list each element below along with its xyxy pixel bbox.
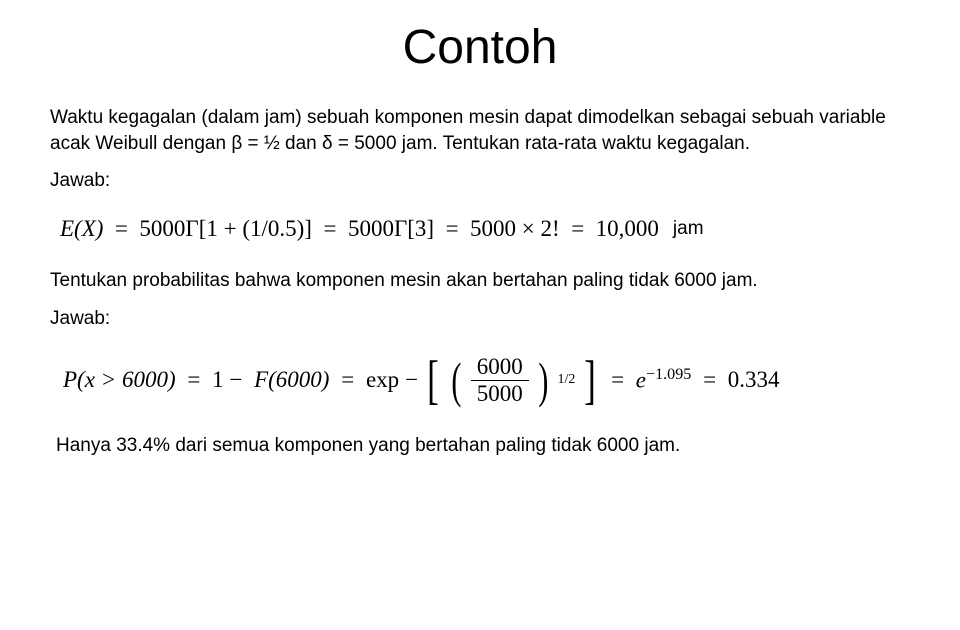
right-bracket-icon: ] [584,353,596,407]
equation-2: P(x > 6000) = 1 − F(6000) = exp − [ ( 60… [60,353,910,407]
answer-label-1: Jawab: [50,168,910,194]
eq2-lhs: P(x > 6000) [63,367,176,393]
conclusion-text: Hanya 33.4% dari semua komponen yang ber… [56,433,910,459]
problem-1-text: Waktu kegagalan (dalam jam) sebuah kompo… [50,105,910,156]
equation-1-expr: E(X) = 5000Γ[1 + (1/0.5)] = 5000Γ[3] = 5… [60,216,659,242]
left-paren-icon: ( [451,355,461,405]
right-paren-icon: ) [538,355,548,405]
eq1-part1-bracket: [1 + (1/0.5)] [199,216,312,241]
equation-1: E(X) = 5000Γ[1 + (1/0.5)] = 5000Γ[3] = 5… [60,216,910,242]
slide: Contoh Waktu kegagalan (dalam jam) sebua… [0,0,960,630]
eq2-frac-den: 5000 [471,380,529,407]
answer-label-2: Jawab: [50,306,910,332]
eq2-exp: exp [366,367,399,393]
eq1-part1-coef: 5000Γ [139,216,198,241]
eq1-result: 10,000 [596,216,659,241]
eq1-unit: jam [673,218,704,240]
eq1-lhs: E(X) [60,216,103,241]
left-bracket-icon: [ [427,353,439,407]
problem-2-text: Tentukan probabilitas bahwa komponen mes… [50,268,910,294]
eq2-result: 0.334 [728,367,780,393]
eq2-e-exp: −1.095 [646,366,691,383]
eq2-power: 1/2 [557,372,575,388]
eq2-F: F(6000) [254,367,329,393]
eq2-frac-num: 6000 [471,354,529,380]
eq1-part2: 5000Γ[3] [348,216,434,241]
slide-title: Contoh [50,20,910,75]
eq2-fraction: 6000 5000 [471,354,529,407]
eq1-part3: 5000 × 2! [470,216,560,241]
